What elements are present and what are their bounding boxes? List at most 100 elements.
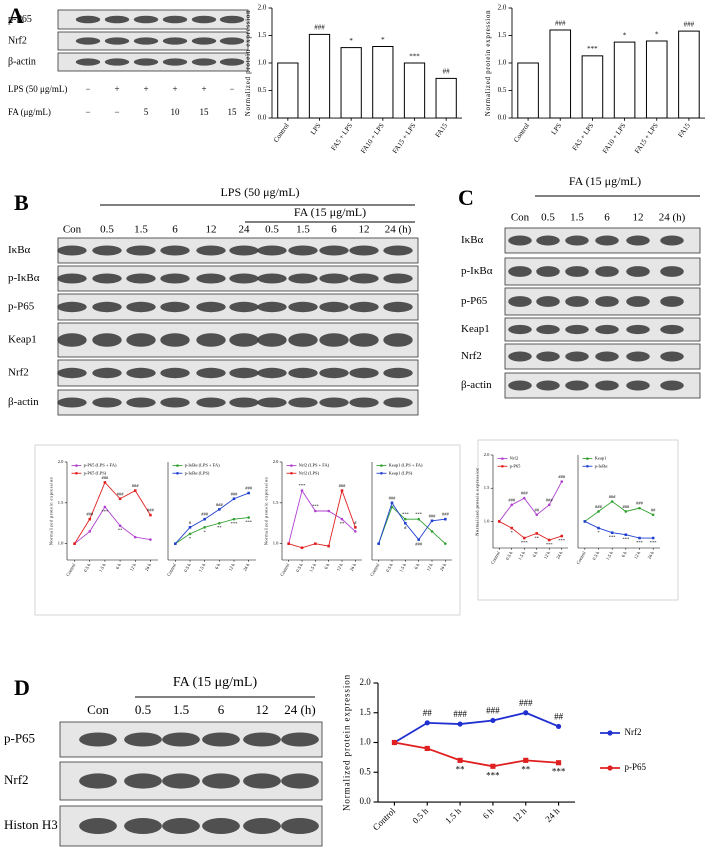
- blot-band: [243, 773, 281, 789]
- significance-label: ###: [201, 512, 209, 517]
- data-point: [535, 513, 539, 517]
- y-tick-label: 1.0: [498, 59, 507, 67]
- legend-label: p-IκBα: [595, 463, 609, 468]
- x-tick-label: Control: [512, 122, 531, 144]
- data-point: [638, 506, 641, 510]
- significance-label: ***: [558, 538, 566, 543]
- x-tick-label: FA15: [434, 121, 450, 139]
- data-point: [118, 497, 122, 501]
- y-axis-label: Normalized protein expression: [49, 476, 54, 545]
- y-tick-label: 1.5: [273, 500, 279, 505]
- significance-label: *: [511, 530, 514, 535]
- blot-band: [229, 397, 259, 408]
- y-tick-label: 1.0: [360, 737, 372, 747]
- x-tick-label: FA10 + LPS: [601, 122, 628, 155]
- significance-label: ***: [521, 540, 529, 545]
- data-point: [133, 535, 137, 539]
- data-point: [314, 542, 317, 545]
- significance-label: ***: [636, 540, 644, 545]
- blot-band: [565, 235, 589, 246]
- data-point: [651, 513, 655, 517]
- legend-marker: [290, 471, 293, 475]
- significance-label: ***: [650, 540, 658, 545]
- data-point: [390, 501, 394, 505]
- bar: [340, 47, 362, 119]
- blot-band: [126, 397, 156, 408]
- data-point: [390, 505, 394, 509]
- significance-label: ###: [546, 497, 554, 502]
- x-tick-label: 6 h: [481, 806, 496, 821]
- blot-band: [626, 380, 650, 391]
- treatment-header: FA (15 μg/mL): [173, 675, 258, 690]
- significance-label: *: [623, 31, 627, 39]
- lane-label: 12: [633, 212, 644, 224]
- significance-label: ***: [299, 483, 307, 488]
- blot-band: [595, 351, 619, 362]
- x-tick-label: 6 h: [323, 562, 331, 570]
- blot-band: [536, 351, 560, 362]
- blot-row-label: p-IκBα: [461, 265, 493, 277]
- blot-band: [626, 296, 650, 307]
- significance-label: ###: [102, 475, 110, 480]
- blot-band: [281, 818, 319, 834]
- blot-band: [202, 818, 240, 834]
- blot-band: [660, 235, 684, 246]
- treatment-mark: 10: [171, 107, 181, 117]
- significance-label: ***: [622, 537, 630, 542]
- blot-band: [133, 15, 159, 24]
- blot-band: [92, 245, 122, 256]
- bar: [678, 30, 700, 119]
- x-tick-label: FA5 + LPS: [571, 122, 596, 152]
- data-point: [300, 489, 304, 492]
- blot-band: [57, 367, 87, 379]
- legend-marker: [586, 464, 589, 468]
- x-tick-label: 12 h: [633, 550, 642, 560]
- lane-label: 12: [359, 224, 370, 236]
- data-point: [88, 517, 92, 521]
- data-point: [314, 509, 317, 513]
- bar: [435, 77, 457, 119]
- data-point: [103, 481, 107, 484]
- blot-band: [383, 273, 413, 284]
- blot-band: [595, 296, 619, 307]
- data-point: [133, 489, 137, 492]
- blot-band: [319, 333, 349, 347]
- data-point: [404, 517, 407, 521]
- data-point: [404, 521, 407, 525]
- blot-band: [57, 301, 87, 313]
- blot-band: [162, 773, 200, 789]
- x-tick-label: 1.5 h: [517, 550, 526, 561]
- blot-band: [57, 273, 87, 284]
- blot-band: [349, 397, 379, 408]
- data-point: [218, 521, 221, 525]
- y-tick-label: 2.0: [258, 4, 267, 12]
- lane-label: 24 (h): [659, 212, 686, 224]
- blot-band: [243, 732, 281, 747]
- x-tick-label: Control: [490, 550, 502, 565]
- blot-band: [288, 301, 318, 313]
- data-point: [300, 546, 304, 550]
- blot-band: [92, 333, 122, 347]
- x-tick-label: Control: [65, 562, 77, 577]
- significance-label: ##: [423, 708, 433, 718]
- significance-label: ###: [453, 709, 467, 719]
- legend-marker: [290, 464, 293, 467]
- treatment-mark: −: [229, 84, 234, 94]
- data-point: [522, 536, 526, 540]
- blot-band: [57, 333, 87, 347]
- blot-band: [162, 37, 188, 45]
- x-tick-label: 0.5 h: [295, 562, 304, 573]
- blot-band: [75, 37, 101, 45]
- data-point: [118, 524, 122, 527]
- series-line: [394, 741, 559, 768]
- blot-band: [565, 324, 589, 335]
- blot-band: [162, 818, 200, 834]
- lane-label: 24: [239, 224, 251, 236]
- lane-label: 12: [206, 224, 217, 236]
- significance-label: ##: [443, 68, 451, 76]
- blot-band: [536, 266, 560, 277]
- significance-label: **: [118, 528, 123, 533]
- lane-label: Con: [511, 212, 530, 224]
- blot-band: [257, 367, 287, 379]
- significance-label: ###: [558, 474, 566, 479]
